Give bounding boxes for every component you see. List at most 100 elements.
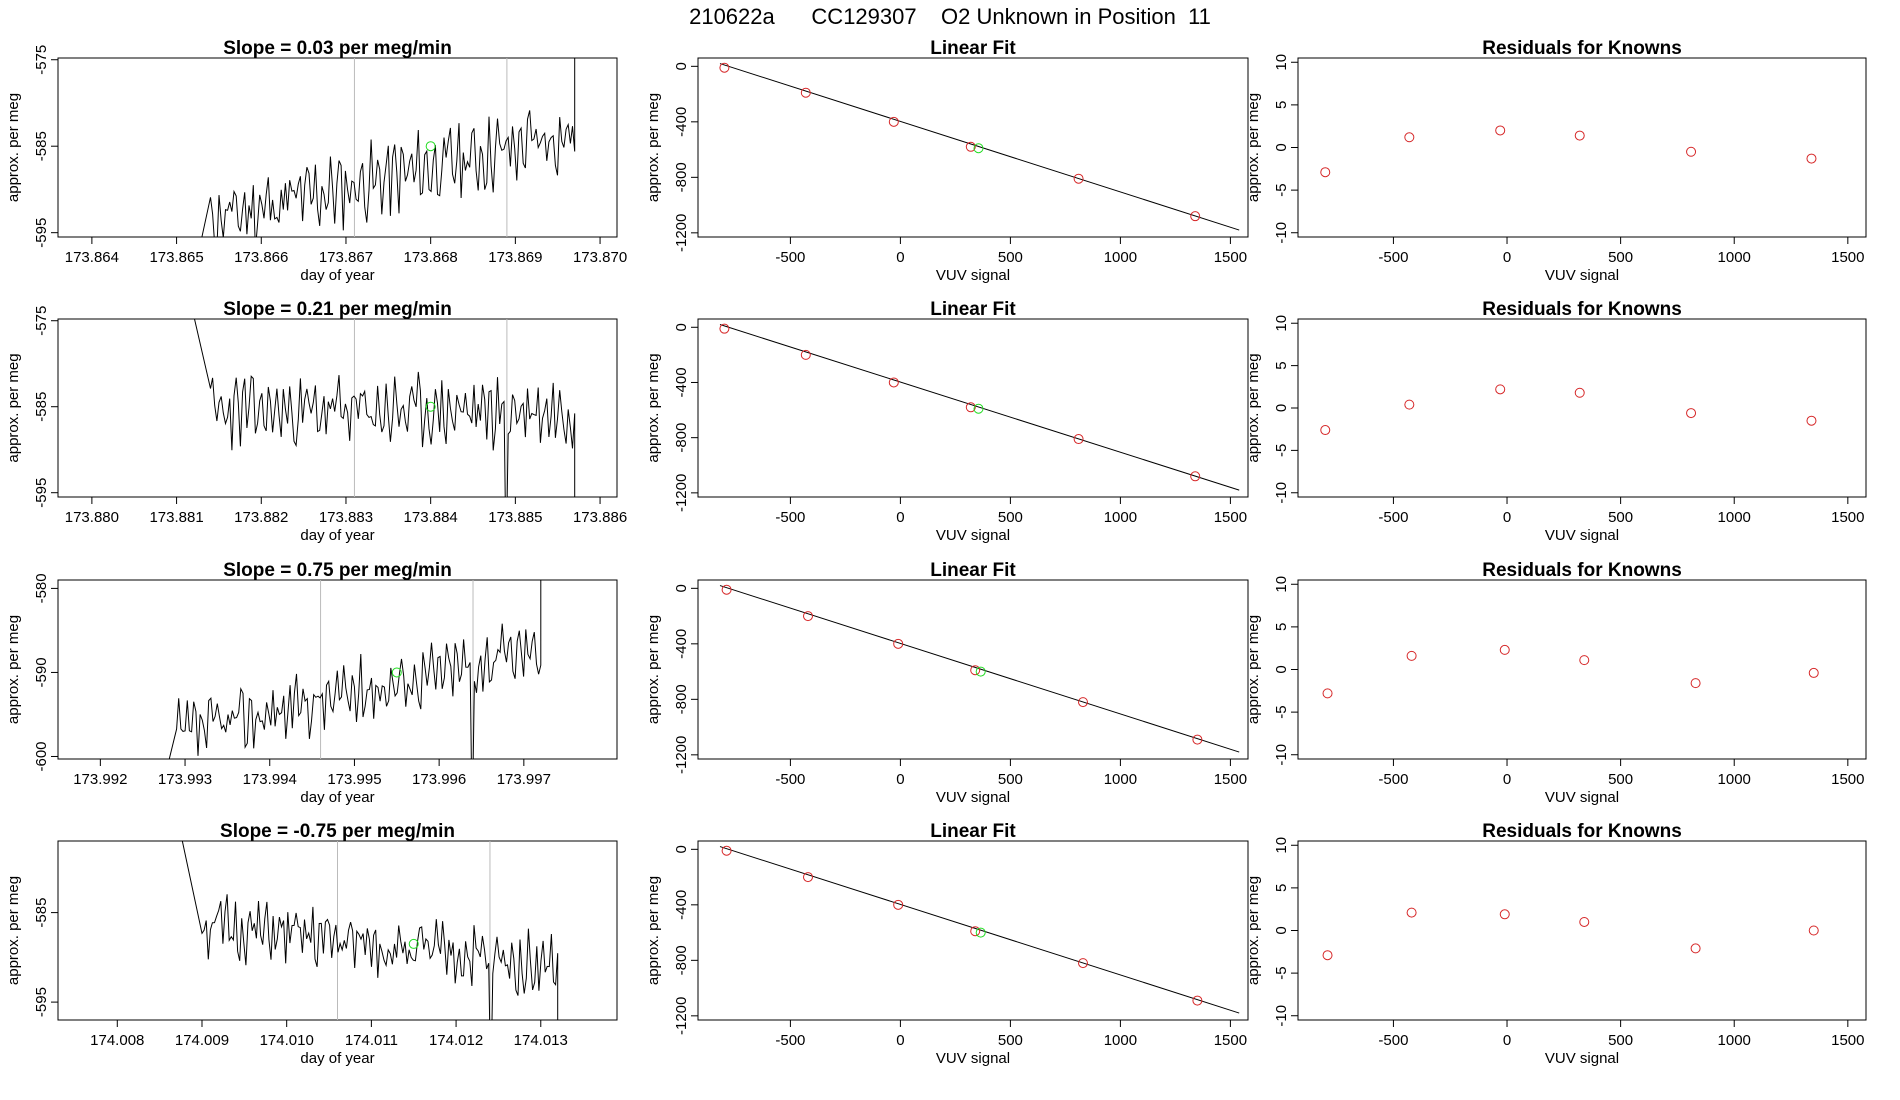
chart-title: Linear Fit — [930, 821, 1016, 842]
known-point — [1406, 650, 1417, 661]
known-point — [1320, 425, 1331, 436]
unknown-point — [973, 143, 984, 154]
x-tick-label: 1000 — [1104, 1032, 1137, 1049]
x-tick-label: -500 — [1378, 509, 1408, 526]
known-point — [1690, 678, 1701, 689]
y-tick-label: -585 — [33, 131, 50, 161]
y-tick-label: -400 — [673, 890, 690, 920]
y-tick-label: -585 — [33, 898, 50, 928]
known-point — [800, 87, 811, 98]
chart-panel: Slope = 0.03 per meg/min 173.864 173.865 17… — [5, 38, 627, 284]
x-axis-label: VUV signal — [1545, 527, 1619, 544]
y-tick-label: -585 — [33, 392, 50, 422]
y-tick-label: 0 — [673, 323, 690, 331]
plot-area — [193, 319, 576, 497]
known-point — [1073, 434, 1084, 445]
known-point — [1073, 173, 1084, 184]
plot-frame — [1297, 57, 1867, 238]
x-tick-label: 174.009 — [175, 1032, 229, 1049]
y-tick-label: 10 — [1273, 576, 1290, 593]
known-point — [1190, 471, 1201, 482]
known-point — [965, 402, 976, 413]
y-tick-label: -590 — [33, 657, 50, 687]
x-tick-label: 1000 — [1104, 249, 1137, 266]
y-tick-label: -595 — [33, 478, 50, 508]
unknown-marker — [425, 141, 436, 152]
y-tick-label: 5 — [1273, 361, 1290, 369]
chart-title: Residuals for Knowns — [1482, 560, 1682, 581]
chart-title: Slope = -0.75 per meg/min — [220, 821, 455, 842]
plot-frame — [1297, 318, 1867, 498]
x-tick-label: 1500 — [1831, 771, 1864, 788]
known-point — [721, 845, 732, 856]
x-axis-label: VUV signal — [936, 267, 1010, 284]
x-axis-label: day of year — [300, 1050, 374, 1067]
known-point — [1322, 950, 1333, 961]
known-point — [1499, 644, 1510, 655]
x-tick-label: 1000 — [1718, 1032, 1751, 1049]
known-point — [1078, 958, 1088, 969]
plot-area — [719, 845, 1240, 1014]
y-tick-label: -595 — [33, 987, 50, 1017]
chart-panel: Linear Fit -500 0 500 1000 1500 0 -400 -800 -1200… — [645, 560, 1249, 806]
y-tick-label: -1200 — [673, 214, 690, 252]
y-tick-label: -5 — [1273, 705, 1290, 718]
plot-area — [1322, 907, 1819, 961]
unknown-point — [975, 666, 986, 677]
y-tick-label: 10 — [1273, 315, 1290, 332]
x-tick-label: 173.883 — [319, 509, 373, 526]
known-point — [1078, 697, 1088, 708]
y-tick-label: 0 — [1273, 926, 1290, 934]
known-point — [1322, 688, 1333, 699]
plot-area — [719, 323, 1240, 491]
x-tick-label: 500 — [998, 249, 1023, 266]
x-tick-label: 173.886 — [573, 509, 627, 526]
known-point — [1808, 667, 1819, 678]
chart-title: Residuals for Knowns — [1482, 299, 1682, 320]
x-tick-label: 0 — [896, 1032, 904, 1049]
x-tick-label: 1000 — [1104, 509, 1137, 526]
chart-title: Slope = 0.75 per meg/min — [223, 560, 452, 581]
x-tick-label: 500 — [998, 1032, 1023, 1049]
x-tick-label: 0 — [896, 249, 904, 266]
trace-series-line — [168, 580, 542, 759]
x-tick-label: 174.012 — [429, 1032, 483, 1049]
y-tick-label: -10 — [1273, 482, 1290, 504]
x-tick-label: 174.011 — [345, 1032, 398, 1049]
chart-panel: Linear Fit -500 0 500 1000 1500 0 -400 -800 -1200… — [645, 38, 1249, 284]
known-point — [800, 349, 811, 360]
plot-frame — [697, 579, 1249, 760]
x-tick-label: 500 — [1608, 509, 1633, 526]
known-point — [893, 899, 904, 910]
x-tick-label: 173.880 — [65, 509, 119, 526]
x-axis-label: day of year — [300, 789, 374, 806]
x-axis-label: VUV signal — [1545, 1050, 1619, 1067]
y-axis-label: approx. per meg — [645, 93, 662, 202]
known-point — [1686, 408, 1697, 419]
y-tick-label: 0 — [673, 584, 690, 592]
x-axis-label: VUV signal — [936, 527, 1010, 544]
known-point — [1579, 916, 1590, 927]
plot-frame — [697, 57, 1249, 238]
trace-series-line — [193, 319, 576, 497]
plot-area — [1320, 384, 1817, 436]
x-tick-label: -500 — [775, 1032, 805, 1049]
x-tick-label: 173.882 — [234, 509, 288, 526]
x-tick-label: 0 — [1503, 771, 1511, 788]
x-tick-label: 173.992 — [73, 771, 127, 788]
known-point — [970, 926, 981, 937]
x-tick-label: 1500 — [1831, 1032, 1864, 1049]
known-point — [1192, 734, 1203, 745]
chart-panel: Slope = 0.21 per meg/min 173.880 173.881 17… — [5, 299, 627, 544]
y-tick-label: 5 — [1273, 101, 1290, 109]
y-tick-label: -800 — [673, 423, 690, 453]
y-axis-label: approx. per meg — [5, 876, 22, 985]
x-tick-label: -500 — [775, 249, 805, 266]
plot-area — [181, 841, 559, 1020]
plot-frame — [1297, 840, 1867, 1021]
known-point — [1320, 167, 1331, 178]
y-tick-label: -595 — [33, 218, 50, 248]
unknown-point — [973, 403, 984, 414]
y-tick-label: -400 — [673, 629, 690, 659]
